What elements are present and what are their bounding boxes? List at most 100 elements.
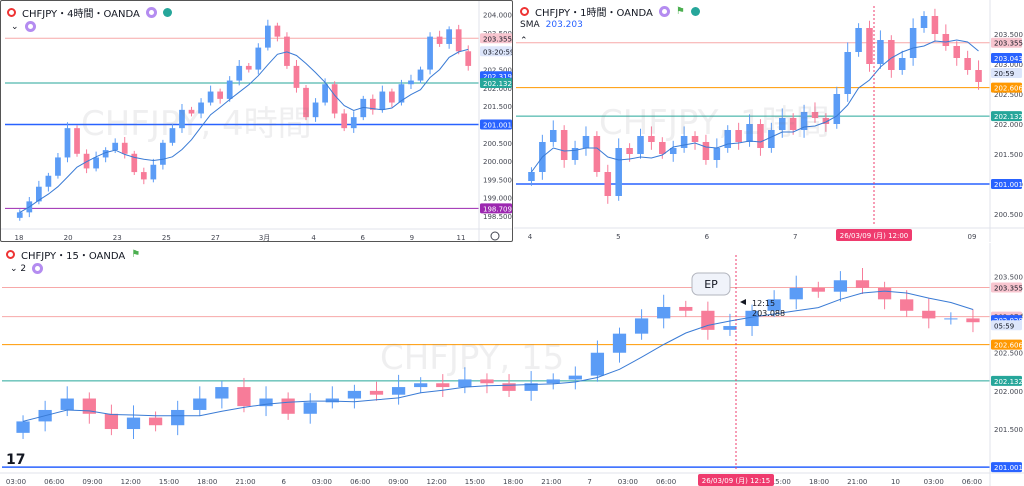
- candle-body: [237, 387, 251, 407]
- candle-body: [207, 91, 214, 103]
- flag-icon[interactable]: ⚑: [131, 249, 141, 260]
- sma-line: [531, 39, 979, 173]
- flag-icon[interactable]: ⚑: [675, 6, 685, 17]
- candle-body: [455, 29, 462, 52]
- x-tick-label: 9: [410, 234, 414, 242]
- candle-body: [417, 69, 424, 81]
- x-tick-label: 06:00: [44, 478, 64, 486]
- y-tick-label: 200.500: [483, 140, 512, 148]
- candle-body: [369, 98, 376, 110]
- sma-line: [19, 48, 469, 213]
- candle-body: [16, 421, 30, 433]
- x-tick-label: 06:00: [350, 478, 370, 486]
- crosshair-time-label: 26/03/09 (月) 12:15: [702, 477, 771, 485]
- candle-body: [74, 128, 80, 154]
- candle-body: [179, 109, 185, 129]
- indicator-toggle[interactable]: ⌄ 2: [10, 263, 44, 274]
- candle-body: [198, 102, 204, 114]
- candle-body: [131, 153, 138, 173]
- tradingview-logo[interactable]: 17: [6, 452, 26, 468]
- candle-body: [347, 390, 362, 399]
- eye-icon[interactable]: [32, 263, 44, 274]
- price-badge-label: 203.043: [994, 55, 1023, 63]
- candle-body: [659, 142, 666, 154]
- symbol-title[interactable]: CHFJPY・15・OANDA: [21, 251, 126, 262]
- candle-body: [626, 148, 633, 154]
- alert-icon[interactable]: [658, 6, 670, 17]
- x-tick-label: 09:00: [82, 478, 102, 486]
- y-tick-label: 202.000: [994, 121, 1023, 129]
- y-tick-label: 203.500: [994, 273, 1023, 281]
- chevron-icon[interactable]: ⌃: [520, 36, 528, 46]
- candle-body: [800, 112, 808, 130]
- chart-pane-1h[interactable]: CHFJPY・1時間・OANDA ⚑ SMA 203.203 ⌃ CHFJPY,…: [514, 0, 1024, 242]
- price-badge-05:59: [991, 320, 1022, 331]
- alert-icon[interactable]: [145, 7, 157, 18]
- price-badge-label: 202.319: [483, 73, 512, 81]
- price-badge-label: 202.132: [483, 80, 512, 88]
- candle-body: [524, 383, 538, 391]
- ep-bubble: [691, 272, 731, 296]
- candle-body: [590, 352, 605, 376]
- chart-canvas[interactable]: 203.500203.000202.500202.000201.50003:00…: [0, 243, 1024, 486]
- sma-legend[interactable]: SMA 203.203: [520, 20, 583, 30]
- candle-body: [55, 157, 61, 176]
- candle-body: [767, 299, 781, 311]
- crosshair-time-badge: [698, 474, 774, 486]
- candle-body: [446, 29, 453, 44]
- candle-body: [833, 280, 848, 292]
- price-badge-201.001: [480, 119, 512, 130]
- x-tick-label: 4: [311, 234, 316, 242]
- price-badge-label: 201.001: [994, 464, 1023, 472]
- candle-body: [293, 65, 300, 88]
- x-tick-label: 06:00: [656, 478, 676, 486]
- candle-body: [259, 398, 273, 407]
- y-tick-label: 203.500: [994, 31, 1023, 39]
- x-tick-label: 6: [361, 234, 366, 242]
- candle-body: [735, 130, 742, 142]
- candle-body: [768, 130, 775, 148]
- price-badge-label: 202.132: [994, 378, 1023, 386]
- chevron-icon[interactable]: ⌄: [11, 21, 19, 32]
- candle-body: [264, 25, 271, 48]
- x-tick-label: 03:00: [618, 478, 638, 486]
- candle-body: [389, 91, 395, 103]
- candle-body: [702, 142, 710, 160]
- price-badge-203.355: [991, 282, 1022, 293]
- x-tick-label: 03:00: [312, 478, 332, 486]
- candle-body: [427, 36, 433, 70]
- candle-body: [648, 136, 655, 142]
- candle-body: [582, 136, 590, 148]
- price-badge-label: 201.001: [994, 181, 1023, 189]
- chart-canvas[interactable]: 204.000203.500203.000202.500202.000201.5…: [1, 1, 513, 242]
- eye-icon[interactable]: [24, 21, 36, 32]
- price-badge-label: 203.355: [994, 40, 1023, 48]
- chart-pane-4h[interactable]: CHFJPY・4時間・OANDA ⌄ CHFJPY, 4時間 204.000 20…: [0, 0, 513, 242]
- chevron-icon[interactable]: ⌄ 2: [10, 263, 27, 274]
- symbol-title[interactable]: CHFJPY・1時間・OANDA: [535, 8, 653, 19]
- x-tick-label: 12:00: [427, 478, 447, 486]
- candle-body: [284, 36, 290, 66]
- candle-body: [325, 398, 339, 403]
- candle-body: [866, 28, 873, 64]
- symbol-title[interactable]: CHFJPY・4時間・OANDA: [22, 9, 140, 20]
- x-tick-label: 18:00: [197, 478, 217, 486]
- x-tick-label: 18: [15, 234, 24, 242]
- candle-body: [502, 383, 516, 391]
- crosshair-time-label: 26/03/09 (月) 12:00: [840, 232, 909, 240]
- candle-body: [104, 413, 119, 430]
- live-indicator-icon: [7, 8, 16, 17]
- candle-body: [679, 306, 693, 311]
- candle-body: [126, 417, 141, 430]
- candle-body: [160, 142, 166, 165]
- candle-body: [350, 117, 357, 129]
- candle-body: [724, 130, 732, 148]
- price-badge-201.001: [991, 462, 1022, 473]
- candle-body: [966, 318, 980, 323]
- candle-body: [723, 326, 737, 330]
- chart-pane-15m[interactable]: CHFJPY・15・OANDA ⚑ ⌄ 2 CHFJPY, 15 17 203.…: [0, 243, 1024, 486]
- indicator-toggle[interactable]: ⌄: [11, 21, 36, 32]
- x-tick-label: 7: [793, 233, 797, 241]
- chart-canvas[interactable]: 203.500 203.000 202.500 202.000 201.500 201.0…: [514, 0, 1024, 242]
- candle-body: [789, 287, 803, 300]
